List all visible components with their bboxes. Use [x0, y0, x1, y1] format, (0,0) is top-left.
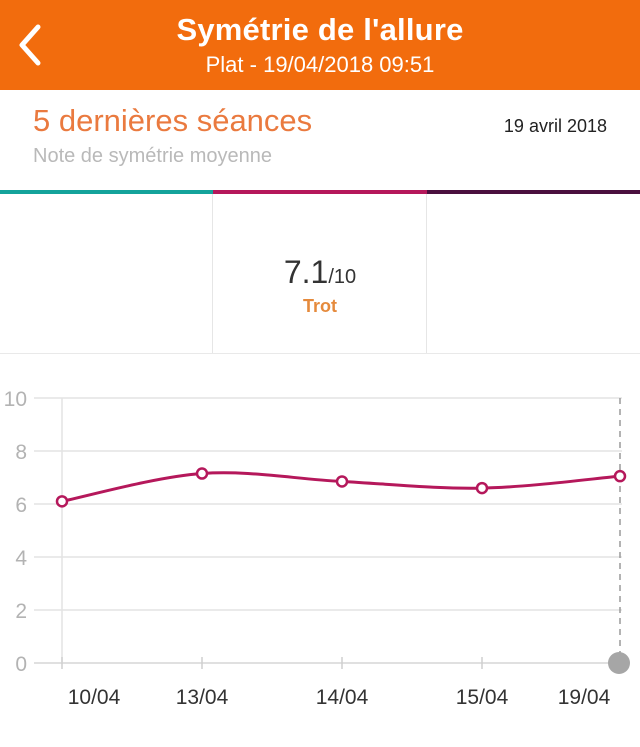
x-axis: 10/04 13/04 14/04 15/04 19/04 — [61, 657, 621, 709]
score-max: /10 — [328, 266, 357, 288]
tab-indicator — [0, 190, 213, 194]
x-tick-label: 15/04 — [456, 686, 509, 709]
tab-gait-1[interactable] — [0, 190, 213, 354]
header-bar: Symétrie de l'allure Plat - 19/04/2018 0… — [0, 0, 640, 90]
x-tick-label: 10/04 — [68, 686, 121, 709]
tab-indicator — [427, 190, 640, 194]
y-tick-label: 2 — [15, 600, 27, 623]
section-subtitle: Note de symétrie moyenne — [33, 145, 273, 167]
data-point — [55, 495, 69, 508]
data-point — [195, 467, 209, 480]
y-tick-label: 6 — [15, 494, 27, 517]
selection-handle[interactable] — [608, 652, 630, 674]
back-button[interactable] — [10, 18, 54, 72]
x-tick-label: 13/04 — [176, 686, 229, 709]
session-date: 19 avril 2018 — [503, 116, 607, 136]
y-tick-label: 8 — [15, 441, 27, 464]
page-title: Symétrie de l'allure — [176, 12, 464, 47]
data-point — [475, 481, 489, 495]
tab-indicator — [213, 190, 427, 194]
tab-gait-trot[interactable]: 7.1/10 Trot — [213, 190, 427, 354]
symmetry-line-chart[interactable]: 0 2 4 6 8 10 10/04 13/04 14/04 15/04 19/04 — [0, 354, 640, 747]
y-tick-label: 0 — [15, 653, 27, 676]
chart-grid — [34, 397, 622, 664]
y-axis: 0 2 4 6 8 10 — [4, 388, 28, 676]
score-value: 7.1 — [283, 254, 329, 290]
y-tick-label: 4 — [15, 547, 27, 570]
tab-divider — [426, 194, 427, 354]
x-tick-label: 14/04 — [316, 686, 369, 709]
y-tick-label: 10 — [4, 388, 27, 411]
tab-divider — [212, 194, 213, 354]
gait-tabs: 7.1/10 Trot — [0, 190, 640, 354]
data-point — [613, 469, 627, 483]
tab-gait-3[interactable] — [427, 190, 640, 354]
chevron-left-icon — [19, 24, 41, 66]
data-point — [335, 475, 349, 488]
page-subtitle: Plat - 19/04/2018 09:51 — [205, 52, 435, 77]
score-display: 7.1/10 — [213, 254, 427, 291]
gait-label: Trot — [303, 296, 337, 316]
divider — [0, 353, 640, 354]
section-title: 5 dernières séances — [33, 103, 313, 138]
data-points — [55, 467, 627, 508]
x-tick-label: 19/04 — [558, 686, 611, 709]
